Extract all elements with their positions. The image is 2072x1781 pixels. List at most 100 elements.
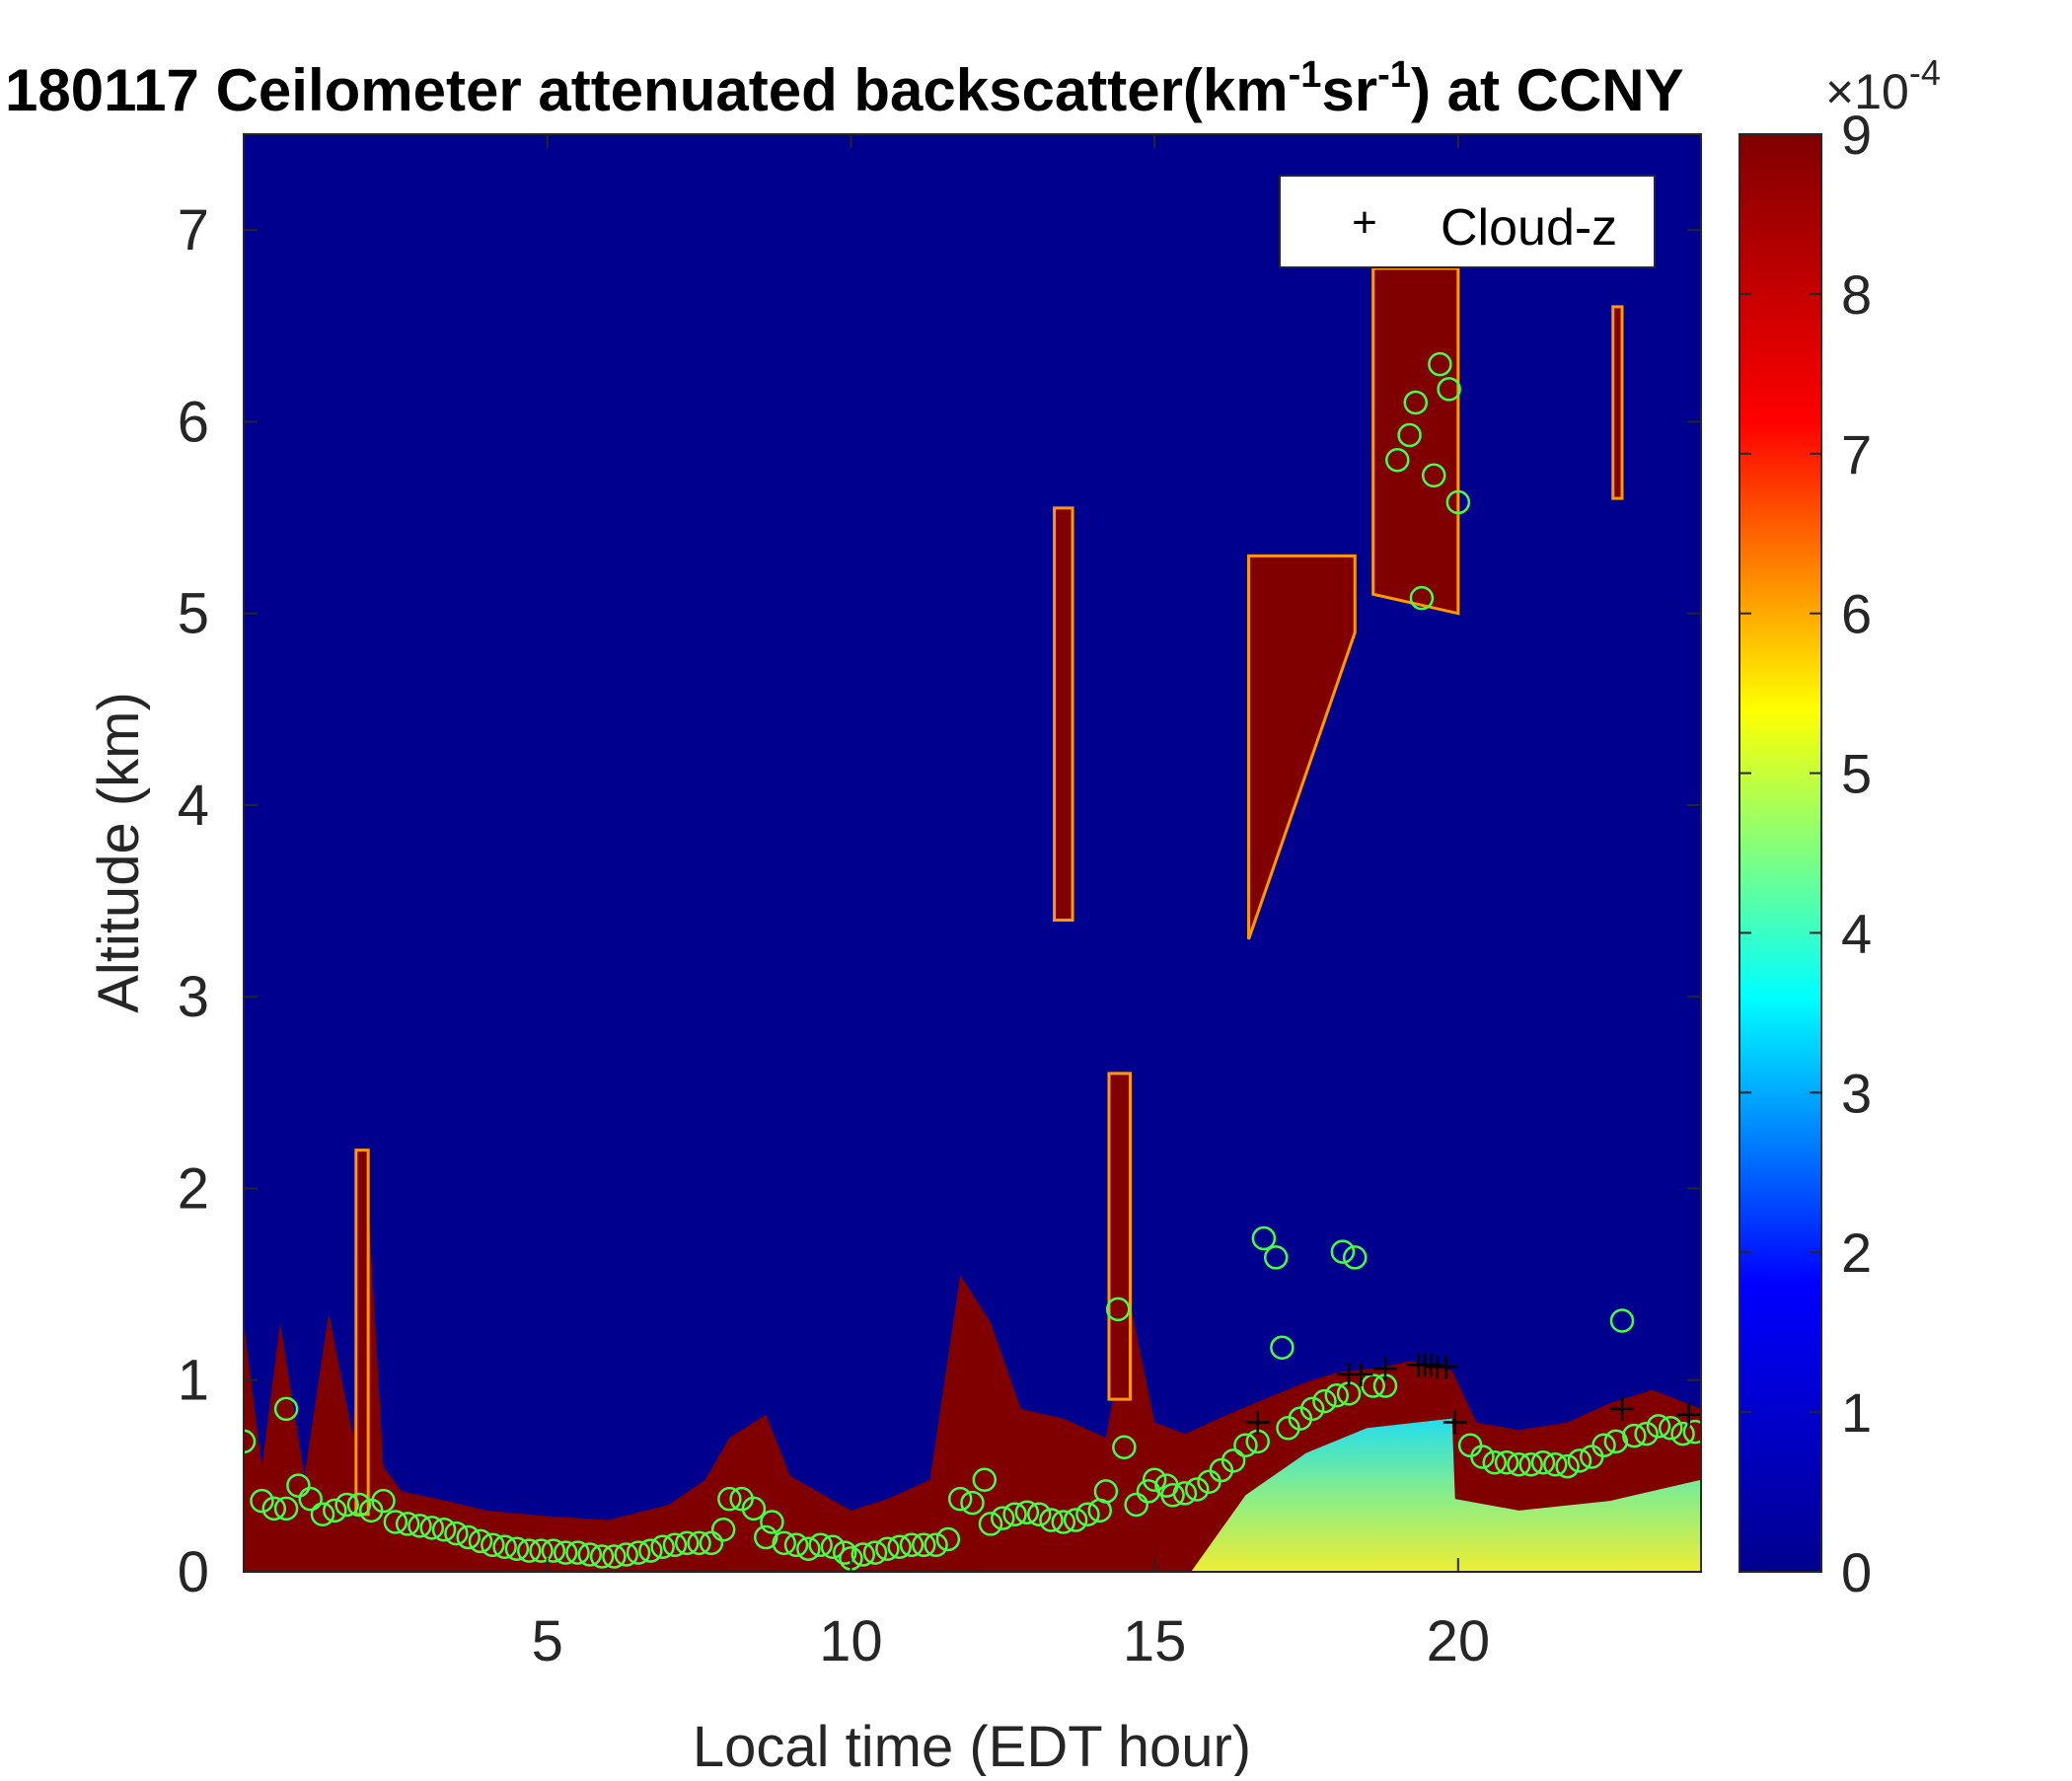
colorbar-tick-label: 2 bbox=[1841, 1222, 1872, 1284]
mixing-height-marker bbox=[754, 1524, 778, 1550]
colorbar bbox=[1739, 133, 1822, 1573]
mixing-height-marker bbox=[1063, 1508, 1088, 1532]
y-tick-label: 7 bbox=[178, 198, 209, 262]
mixing-height-marker bbox=[1670, 1421, 1695, 1447]
mixing-height-marker bbox=[862, 1540, 888, 1565]
mixing-height-marker bbox=[541, 1538, 566, 1563]
mixing-height-marker bbox=[1221, 1448, 1246, 1473]
colorbar-tick-label: 4 bbox=[1841, 902, 1872, 964]
mixing-height-marker bbox=[589, 1544, 615, 1569]
mixing-height-marker bbox=[323, 1498, 347, 1523]
mixing-height-marker bbox=[887, 1534, 912, 1559]
mixing-height-marker bbox=[1646, 1414, 1671, 1439]
y-tick-label: 0 bbox=[178, 1540, 209, 1604]
mixing-height-marker bbox=[1093, 1479, 1119, 1504]
mixing-height-marker bbox=[346, 1492, 372, 1518]
mixing-height-marker bbox=[1142, 1467, 1167, 1493]
y-tick-label: 2 bbox=[178, 1156, 209, 1221]
mixing-height-marker bbox=[1445, 489, 1471, 515]
mixing-height-marker bbox=[650, 1534, 675, 1559]
y-tick-label: 3 bbox=[178, 965, 209, 1029]
legend: + Cloud-z bbox=[1279, 175, 1656, 268]
chart-title-prefix: 180117 Ceilometer attenuated backscatter… bbox=[5, 57, 1289, 123]
legend-marker-cloud-z: + bbox=[1352, 198, 1377, 247]
mixing-height-marker bbox=[1270, 1335, 1295, 1360]
cloud-z-marker bbox=[1245, 1410, 1270, 1435]
x-tick-label: 15 bbox=[1123, 1609, 1187, 1673]
cloud-z-marker bbox=[1349, 1362, 1373, 1386]
colorbar-exponent-power: -4 bbox=[1909, 52, 1941, 93]
chart-title-mid: sr bbox=[1321, 57, 1377, 123]
mixing-height-marker bbox=[808, 1532, 833, 1558]
legend-box bbox=[1279, 175, 1656, 268]
legend-label-cloud-z: Cloud-z bbox=[1441, 199, 1617, 257]
colorbar-tick-label: 8 bbox=[1841, 263, 1872, 326]
axis-layer: 5 10 15 20 0 1 2 3 4 5 6 7 bbox=[178, 133, 1702, 1673]
cloud-region-2 bbox=[1053, 506, 1074, 922]
mixing-height-marker bbox=[947, 1486, 973, 1512]
colorbar-tick-label: 0 bbox=[1841, 1541, 1872, 1603]
mixing-height-marker bbox=[565, 1540, 590, 1565]
mixing-height-marker bbox=[717, 1486, 742, 1512]
mixing-height-marker bbox=[1112, 1435, 1137, 1459]
mixing-height-marker bbox=[924, 1532, 948, 1558]
colorbar-tick-label: 5 bbox=[1841, 743, 1872, 805]
chart-title-sup1: -1 bbox=[1289, 54, 1322, 96]
mixing-height-marker bbox=[1124, 1492, 1148, 1518]
mixing-height-marker bbox=[1299, 1396, 1325, 1422]
heatmap-layer bbox=[244, 266, 1701, 1572]
mixing-height-marker bbox=[1075, 1502, 1100, 1526]
mixing-height-marker bbox=[310, 1502, 335, 1526]
colorbar-tick-label: 1 bbox=[1841, 1381, 1872, 1444]
chart-title-suffix: ) at CCNY bbox=[1411, 57, 1684, 123]
mixing-height-marker bbox=[1634, 1421, 1659, 1447]
mixing-height-marker bbox=[741, 1496, 767, 1521]
mixing-height-marker bbox=[1543, 1451, 1568, 1477]
mixing-height-marker bbox=[1567, 1448, 1592, 1473]
colorbar-tick-label: 6 bbox=[1841, 583, 1872, 645]
mixing-height-marker bbox=[1507, 1451, 1531, 1477]
mixing-height-marker bbox=[261, 1496, 287, 1521]
mixing-height-marker bbox=[638, 1538, 663, 1563]
cloud-z-marker bbox=[1609, 1396, 1634, 1421]
mixing-height-marker bbox=[286, 1473, 311, 1498]
mixing-height-marker bbox=[1530, 1450, 1556, 1475]
colorbar-exponent-base: ×10 bbox=[1825, 64, 1909, 119]
mixing-height-marker bbox=[1403, 390, 1429, 415]
cloud-z-marker bbox=[1434, 1355, 1458, 1379]
chart-title: 180117 Ceilometer attenuated backscatter… bbox=[5, 54, 1684, 123]
mixing-height-marker bbox=[662, 1532, 688, 1558]
mixing-height-marker bbox=[1039, 1508, 1064, 1532]
mixing-height-marker bbox=[529, 1538, 554, 1563]
mixing-height-marker bbox=[960, 1490, 985, 1516]
chart-title-sup2: -1 bbox=[1377, 54, 1411, 96]
mixing-height-marker bbox=[1136, 1479, 1161, 1504]
mixing-height-marker bbox=[972, 1467, 998, 1493]
mixing-height-marker bbox=[1342, 1245, 1368, 1270]
x-tick-label: 5 bbox=[532, 1609, 563, 1673]
y-axis-label: Altitude (km) bbox=[87, 692, 151, 1013]
y-tick-label: 5 bbox=[178, 582, 209, 646]
mixing-height-marker bbox=[1658, 1416, 1683, 1441]
x-tick-label: 20 bbox=[1427, 1609, 1491, 1673]
mixing-height-marker bbox=[1682, 1419, 1701, 1445]
mixing-height-marker bbox=[1251, 1225, 1277, 1251]
mixing-height-marker bbox=[614, 1542, 638, 1567]
mixing-height-marker bbox=[1184, 1477, 1210, 1502]
mixing-height-marker bbox=[1002, 1502, 1027, 1526]
mixing-height-marker bbox=[383, 1510, 408, 1534]
mixing-height-marker bbox=[1470, 1445, 1495, 1469]
mixing-height-marker bbox=[1361, 1373, 1385, 1398]
mixing-height-marker bbox=[577, 1542, 603, 1567]
mixing-height-marker bbox=[1312, 1388, 1337, 1414]
mixing-height-marker bbox=[760, 1510, 784, 1534]
y-tick-label: 1 bbox=[178, 1349, 209, 1413]
mixing-height-marker bbox=[516, 1538, 542, 1563]
mixing-height-marker bbox=[1494, 1450, 1519, 1475]
mixing-height-marker bbox=[244, 1429, 257, 1454]
mixing-height-marker bbox=[602, 1544, 627, 1569]
mixing-height-marker bbox=[1026, 1502, 1052, 1526]
mixing-height-marker bbox=[553, 1540, 578, 1565]
mixing-height-marker bbox=[935, 1526, 961, 1552]
